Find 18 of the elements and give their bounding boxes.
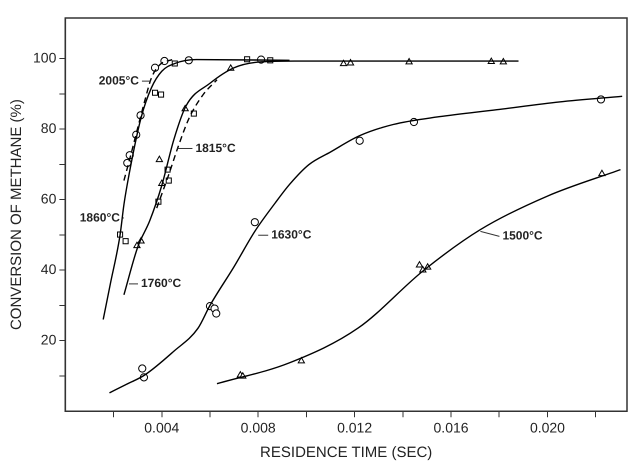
- annotation: 1630°C: [271, 228, 312, 242]
- annotation: 1500°C: [502, 228, 543, 243]
- x-axis-title: RESIDENCE TIME (SEC): [260, 444, 432, 462]
- y-axis-title: CONVERSION OF METHANE (%): [8, 99, 26, 330]
- y-tick-label: 80: [40, 120, 57, 136]
- annotation: 1815°C: [195, 140, 236, 155]
- y-tick-label: 20: [40, 332, 57, 348]
- x-tick-label: 0.008: [240, 419, 276, 436]
- x-tick-label: 0.020: [530, 419, 566, 436]
- x-tick-label: 0.004: [144, 419, 180, 436]
- x-tick-label: 0.016: [434, 419, 469, 436]
- y-tick-label: 40: [40, 261, 57, 277]
- x-tick-label: 0.012: [337, 419, 372, 436]
- annotation: 2005°C: [98, 73, 140, 88]
- annotation: 1860°C: [80, 210, 120, 224]
- y-tick-label: 100: [33, 49, 57, 66]
- annotation: 1760°C: [140, 276, 182, 290]
- y-tick-label: 60: [40, 190, 57, 206]
